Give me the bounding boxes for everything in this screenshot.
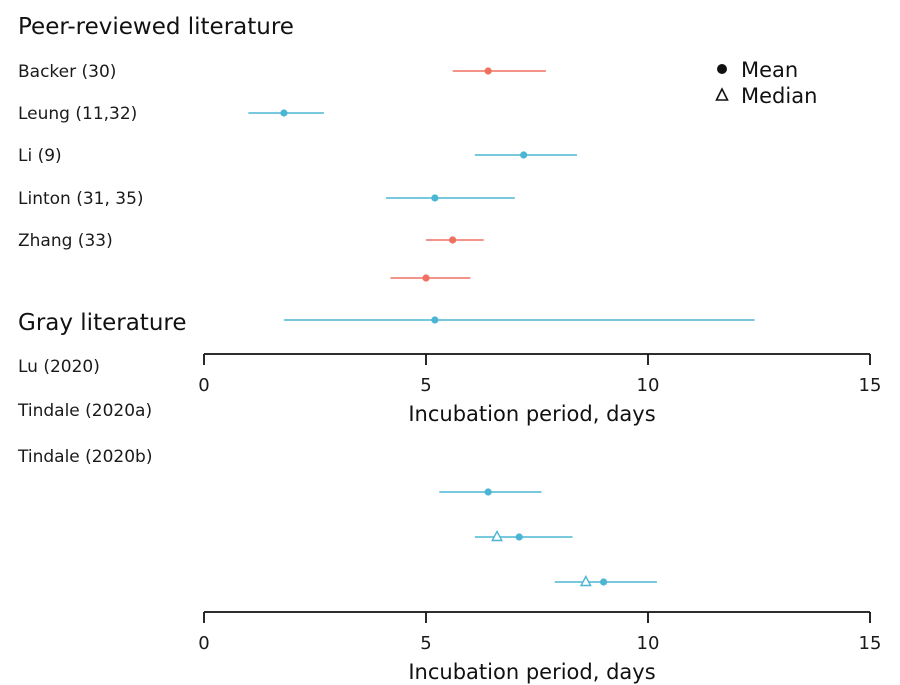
- mean-point: [449, 236, 457, 244]
- median-point: [579, 575, 592, 587]
- study-label: Lu (2020): [18, 357, 100, 377]
- x-tick-label: 15: [859, 375, 882, 396]
- mean-point: [431, 316, 439, 324]
- study-labels: Backer (30) Leung (11,32) Li (9) Linton (31…: [17, 62, 152, 467]
- study-label: Zhang (33): [18, 231, 113, 251]
- x-tick-label: 0: [198, 375, 209, 396]
- section-title-peer-reviewed: Peer-reviewed literature: [18, 14, 294, 40]
- mean-point: [600, 578, 608, 586]
- x-tick-label: 10: [637, 375, 660, 396]
- point-estimates: [280, 67, 608, 587]
- mean-point: [422, 274, 430, 282]
- section-titles: Peer-reviewed literature Gray literature: [18, 14, 294, 336]
- study-label: Leung (11,32): [18, 104, 137, 124]
- confidence-intervals: [248, 70, 755, 583]
- mean-point: [431, 194, 439, 202]
- mean-point: [515, 533, 523, 541]
- study-label: Tindale (2020b): [17, 447, 152, 467]
- x-tick-label: 5: [420, 375, 431, 396]
- legend-mean-marker: [717, 64, 727, 74]
- mean-point: [484, 488, 492, 496]
- legend-median-marker: [715, 87, 729, 101]
- x-axis-title: Incubation period, days: [408, 660, 655, 684]
- mean-point: [484, 67, 492, 75]
- legend-median-label: Median: [741, 84, 817, 108]
- median-point: [491, 530, 504, 542]
- study-label: Tindale (2020a): [17, 401, 152, 421]
- study-label: Linton (31, 35): [18, 189, 144, 209]
- x-tick-label: 15: [859, 633, 882, 654]
- legend: Mean Median: [715, 58, 817, 108]
- study-label: Backer (30): [18, 62, 116, 82]
- mean-point: [280, 109, 288, 117]
- x-tick-label: 5: [420, 633, 431, 654]
- legend-mean-label: Mean: [741, 58, 798, 82]
- x-axes: 0 5 10 15 Incubation period, days 0 5 10 15 Incub…: [198, 353, 882, 684]
- study-label: Li (9): [18, 146, 62, 166]
- x-axis-title: Incubation period, days: [408, 402, 655, 426]
- x-tick-label: 10: [637, 633, 660, 654]
- section-title-gray: Gray literature: [18, 310, 187, 336]
- x-tick-label: 0: [198, 633, 209, 654]
- mean-point: [520, 151, 528, 159]
